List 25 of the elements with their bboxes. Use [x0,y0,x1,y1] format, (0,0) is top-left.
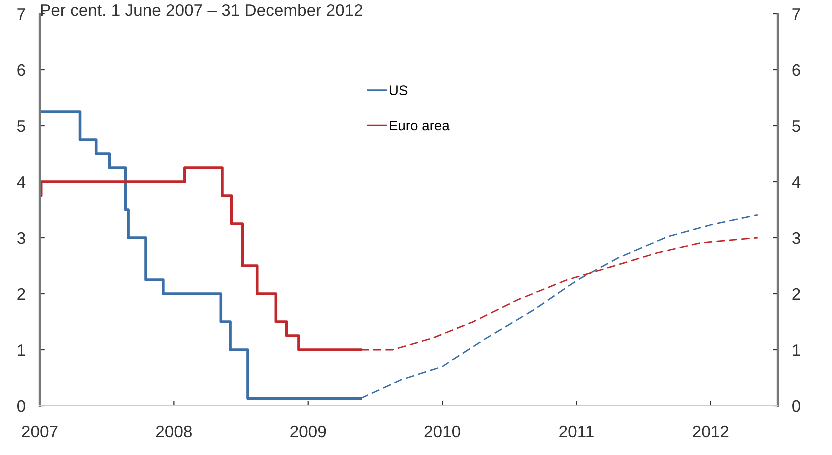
x-tick-label: 2012 [693,426,729,438]
x-tick-label: 2007 [22,426,58,438]
y-tick-label: 4 [17,176,26,188]
y2-tick-label: 1 [793,344,800,356]
x-tick-label: 2008 [156,426,192,438]
y2-tick-label: 5 [792,120,800,132]
legend-label: Euro area [390,120,450,131]
y2-tick-label: 6 [792,64,800,76]
y2-tick-label: 0 [792,400,801,412]
chart-title: Per cent. 1 June 2007 – 31 December 2012 [41,4,363,16]
y2-tick-label: 4 [792,176,801,188]
x-tick-label: 2010 [424,426,460,438]
y-tick-label: 1 [18,344,26,356]
y2-tick-label: 3 [792,232,800,244]
y2-tick-label: 7 [792,8,800,20]
x-tick-label: 2009 [290,426,326,438]
y2-tick-label: 2 [792,288,800,300]
y-tick-label: 3 [17,232,26,244]
y-tick-label: 6 [18,64,26,76]
y-tick-label: 5 [18,120,26,132]
y-tick-label: 7 [18,8,26,20]
y-tick-label: 2 [18,288,26,300]
x-tick-label: 2011 [560,426,594,438]
legend-label: US [390,86,408,96]
y-tick-label: 0 [17,400,26,412]
